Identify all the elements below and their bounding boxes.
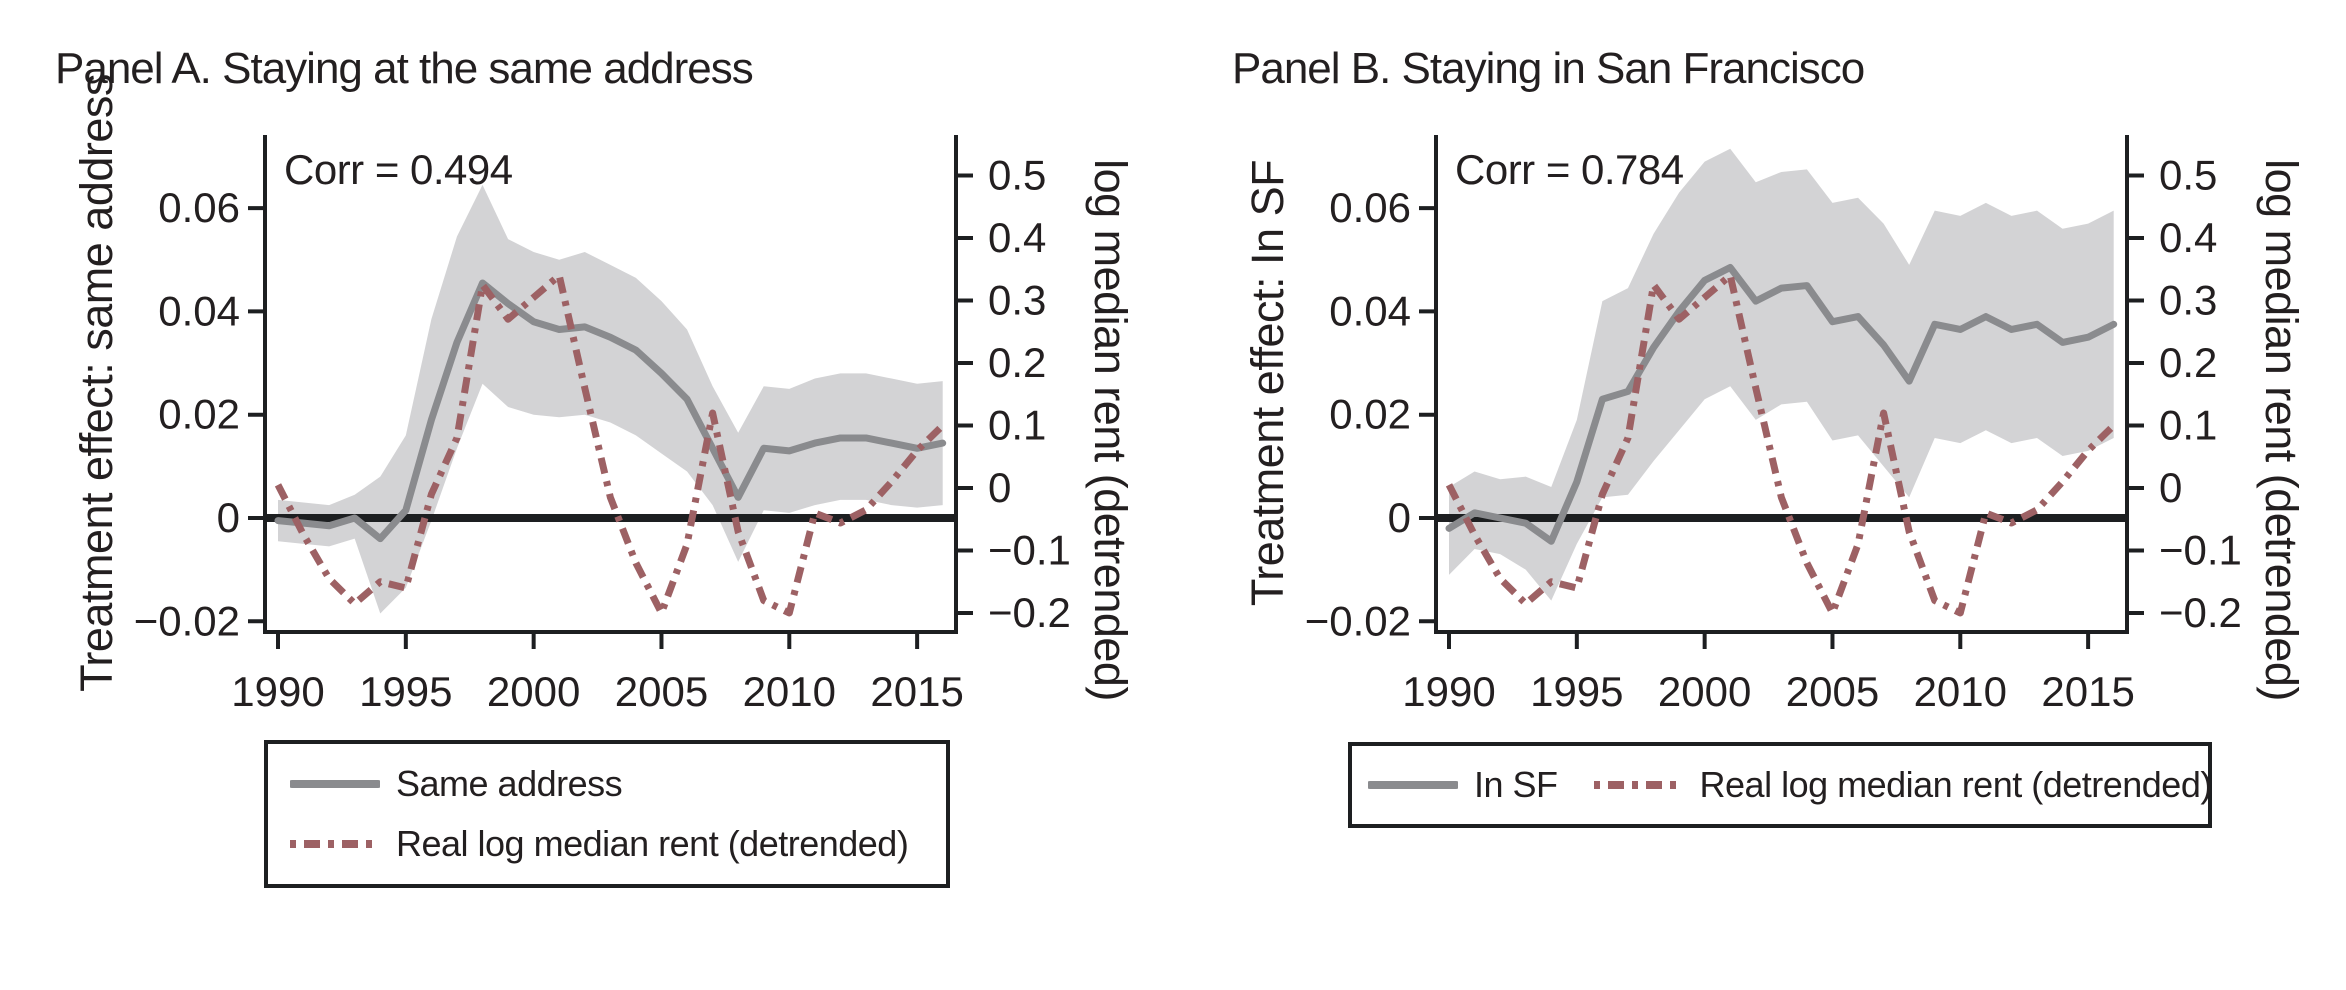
right-y-tick-label: 0.4 xyxy=(2159,214,2217,261)
right-y-tick-label: −0.2 xyxy=(2159,589,2242,636)
right-y-tick-label: −0.1 xyxy=(2159,527,2242,574)
right-y-tick-label: 0.3 xyxy=(988,277,1046,324)
solid-line-sample-icon xyxy=(1368,781,1458,789)
right-y-tick-label: 0.3 xyxy=(2159,277,2217,324)
left-y-tick-label: 0.04 xyxy=(1329,287,1411,334)
right-y-tick-label: 0.2 xyxy=(2159,339,2217,386)
right-y-tick-label: 0.5 xyxy=(2159,152,2217,199)
right-y-tick-label: 0.5 xyxy=(988,152,1046,199)
x-tick-label: 2005 xyxy=(1786,668,1879,715)
confidence-band xyxy=(278,184,943,614)
legend-label: Real log median rent (detrended) xyxy=(396,823,909,865)
x-tick-label: 2005 xyxy=(615,668,708,715)
panel-b-corr-annotation: Corr = 0.784 xyxy=(1455,146,1684,193)
x-tick-label: 1995 xyxy=(1530,668,1623,715)
x-tick-label: 2000 xyxy=(487,668,580,715)
left-y-tick-label: 0 xyxy=(217,494,240,541)
panel-a: Panel A. Staying at the same address Tre… xyxy=(55,44,1136,888)
x-tick-label: 2015 xyxy=(2041,668,2134,715)
left-y-tick-label: 0.06 xyxy=(158,184,240,231)
x-tick-label: 1995 xyxy=(359,668,452,715)
panel-a-title: Panel A. Staying at the same address xyxy=(55,44,754,93)
legend-label: In SF xyxy=(1474,764,1558,805)
right-y-tick-label: 0.1 xyxy=(988,402,1046,449)
panel-b-title: Panel B. Staying in San Francisco xyxy=(1232,44,1865,93)
legend-item-same-address: Same address xyxy=(290,763,946,805)
confidence-band xyxy=(1449,148,2114,601)
x-tick-label: 2010 xyxy=(743,668,836,715)
dashdot-line-sample-icon xyxy=(1593,781,1684,789)
x-tick-label: 2010 xyxy=(1914,668,2007,715)
legend-item-in-sf: In SF xyxy=(1368,764,1558,806)
right-y-tick-label: 0.4 xyxy=(988,214,1046,261)
left-y-tick-label: −0.02 xyxy=(134,597,240,644)
left-y-tick-label: 0 xyxy=(1388,494,1411,541)
x-tick-label: 2000 xyxy=(1658,668,1751,715)
treatment-effect-line xyxy=(1445,263,2118,545)
rent-line xyxy=(274,272,946,617)
x-tick-label: 2015 xyxy=(870,668,963,715)
left-y-tick-label: 0.02 xyxy=(158,391,240,438)
legend-label: Real log median rent (detrended) xyxy=(1699,764,2213,805)
right-y-tick-label: −0.2 xyxy=(988,589,1071,636)
rent-line xyxy=(1445,272,2117,617)
solid-line-sample-icon xyxy=(290,779,380,788)
panel-a-legend: Same address Real log median rent (detre… xyxy=(264,740,950,888)
legend-item-rent: Real log median rent (detrended) xyxy=(290,823,946,865)
panel-a-plot: 1990 1995 2000 2005 2010 2015 0.06 0.04 0.02 0 −0.… xyxy=(134,135,1071,715)
treatment-effect-line xyxy=(274,279,947,543)
panel-b-legend: In SF Real log median rent (detrended) xyxy=(1348,742,2212,828)
dashdot-line-sample-icon xyxy=(290,840,380,849)
left-y-tick-label: −0.02 xyxy=(1305,597,1411,644)
legend-label: Same address xyxy=(396,762,623,804)
x-tick-label: 1990 xyxy=(1402,668,1495,715)
legend-item-rent: Real log median rent (detrended) xyxy=(1593,764,2213,806)
right-y-tick-label: 0.1 xyxy=(2159,402,2217,449)
right-y-tick-label: 0 xyxy=(2159,464,2182,511)
panel-a-corr-annotation: Corr = 0.494 xyxy=(284,146,513,193)
right-y-tick-label: 0 xyxy=(988,464,1011,511)
left-y-tick-label: 0.04 xyxy=(158,287,240,334)
panel-b: Panel B. Staying in San Francisco Treatm… xyxy=(1171,0,2346,990)
x-tick-label: 1990 xyxy=(231,668,324,715)
left-y-tick-label: 0.02 xyxy=(1329,391,1411,438)
right-y-tick-label: 0.2 xyxy=(988,339,1046,386)
panel-b-plot: 1990 1995 2000 2005 2010 2015 0.06 0.04 0.02 0 −0.… xyxy=(1305,135,2242,715)
left-y-tick-label: 0.06 xyxy=(1329,184,1411,231)
right-y-tick-label: −0.1 xyxy=(988,527,1071,574)
